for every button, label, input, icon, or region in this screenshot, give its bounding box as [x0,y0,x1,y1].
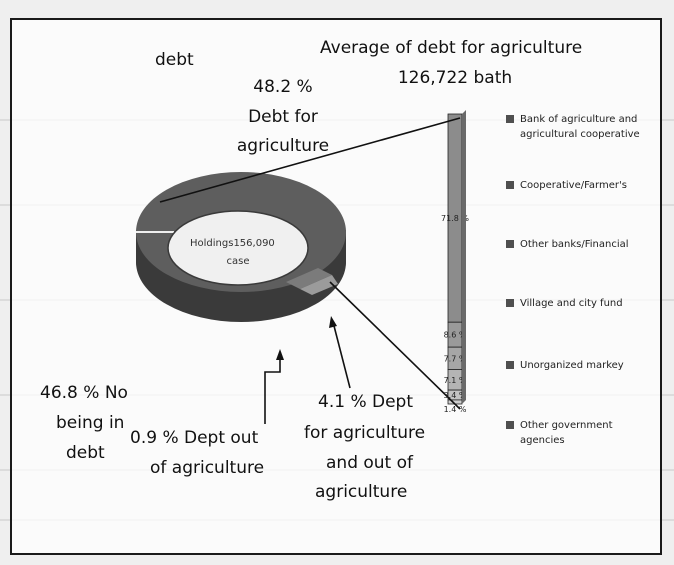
label-debt-for: Debt for [248,107,318,127]
chart-frame [10,18,662,555]
stacked-bar: 71.8 % 8.6 % 7.7 % 7.1 % 3.4 % 1.4 % [441,110,469,414]
slice-separation [286,268,332,289]
bar-segment-label: 7.1 % [444,376,467,385]
label-agriculture-2: agriculture [315,482,408,502]
legend-swatch [506,361,514,369]
legend-swatch [506,240,514,248]
legend-label: Village and city fund [520,298,623,309]
legend-label: Unorganized markey [520,360,624,371]
slice-separation-small [300,275,338,295]
avg-title: Average of debt for agriculture [320,38,583,58]
label-for-agriculture: for agriculture [304,423,426,443]
center-label-case: case [226,256,250,267]
legend-swatch [506,181,514,189]
leader-arrow-09 [276,349,284,360]
legend-item-other-banks: Other banks/Financial [506,237,670,252]
legend-item-village-fund: Village and city fund [506,296,670,311]
leader-line-bottom [329,281,461,410]
legend-item-cooperative: Cooperative/Farmer's [506,178,670,193]
leader-arrow-41 [329,316,337,328]
legend-swatch [506,115,514,123]
bar-side [462,110,466,404]
bar-segment-label: 1.4 % [444,405,467,414]
legend-label: Other banks/Financial [520,239,629,250]
bar-segment-label: 7.7 % [444,354,467,363]
label-being-in: being in [56,413,125,433]
leader-line-top [159,117,461,203]
label-and-out-of: and out of [326,453,414,473]
legend-label: Cooperative/Farmer's [520,180,627,191]
label-48-2-percent: 48.2 % [253,77,313,97]
label-of-agriculture: of agriculture [150,458,265,478]
bar-segment-label: 3.4 % [444,391,467,400]
label-4-1-percent: 4.1 % Dept [318,392,414,412]
legend-swatch [506,299,514,307]
bar-segment-label: 8.6 % [444,331,467,340]
label-debt: debt [66,443,105,463]
legend-swatch [506,421,514,429]
legend-item-government: Other government agencies [506,418,630,448]
bar-segment-label: 71.8 % [441,214,469,223]
legend-item-unorganized: Unorganized markey [506,358,670,373]
avg-value: 126,722 bath [397,68,513,88]
label-agriculture: agriculture [236,136,330,156]
label-0-9-percent: 0.9 % Dept out [130,428,259,448]
leader-line-41 [332,321,351,389]
donut-chart [136,172,346,322]
debt-title: debt [155,50,194,70]
label-46-8-percent: 46.8 % No [40,383,128,403]
donut-hole [167,210,309,286]
legend-item-bank: Bank of agriculture and agricultural coo… [506,112,670,142]
legend-label: Other government agencies [520,420,613,446]
leader-line-09 [264,355,281,424]
legend-label: Bank of agriculture and agricultural coo… [520,114,640,140]
center-label-holdings: Holdings156,090 [190,238,275,249]
